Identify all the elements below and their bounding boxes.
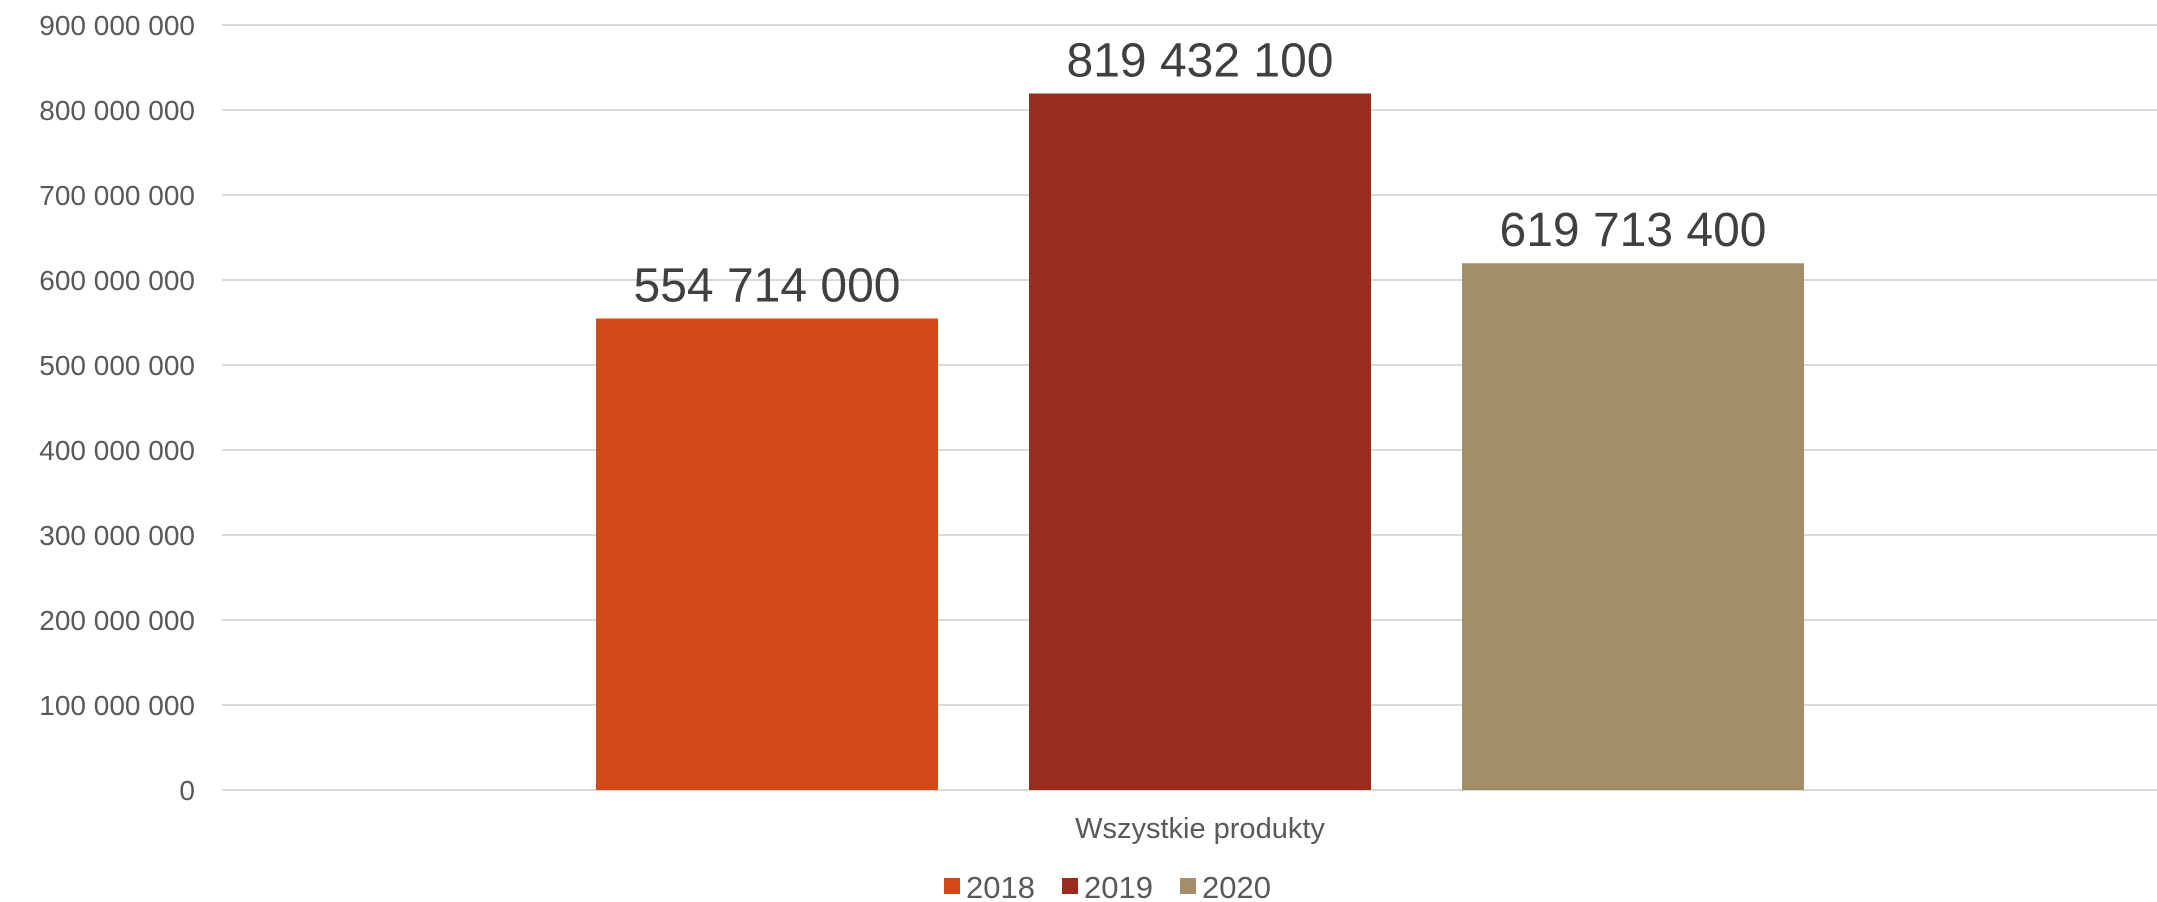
legend-swatch xyxy=(1062,878,1078,894)
y-tick-label: 0 xyxy=(179,775,195,806)
y-tick-label: 800 000 000 xyxy=(39,95,195,126)
bar-2020 xyxy=(1462,263,1804,790)
data-label-2020: 619 713 400 xyxy=(1500,204,1767,257)
y-tick-label: 700 000 000 xyxy=(39,180,195,211)
data-labels: 554 714 000 819 432 100 619 713 400 xyxy=(634,34,1767,312)
x-axis-category-labels: Wszystkie produkty xyxy=(1075,813,1325,845)
y-tick-label: 900 000 000 xyxy=(39,10,195,41)
y-tick-label: 400 000 000 xyxy=(39,435,195,466)
legend-item-2020: 2020 xyxy=(1180,870,1271,902)
legend-item-2019: 2019 xyxy=(1062,870,1153,902)
y-tick-label: 300 000 000 xyxy=(39,520,195,551)
legend-label: 2018 xyxy=(966,870,1035,902)
category-label: Wszystkie produkty xyxy=(1075,813,1325,845)
legend-swatch xyxy=(1180,878,1196,894)
y-tick-label: 600 000 000 xyxy=(39,265,195,296)
legend: 2018 2019 2020 xyxy=(944,870,1271,902)
legend-item-2018: 2018 xyxy=(944,870,1035,902)
y-tick-label: 100 000 000 xyxy=(39,690,195,721)
bar-2018 xyxy=(596,318,938,790)
bars xyxy=(596,93,1804,790)
data-label-2019: 819 432 100 xyxy=(1067,34,1334,87)
legend-label: 2019 xyxy=(1084,870,1153,902)
y-tick-label: 500 000 000 xyxy=(39,350,195,381)
data-label-2018: 554 714 000 xyxy=(634,259,901,312)
legend-swatch xyxy=(944,878,960,894)
bar-2019 xyxy=(1029,93,1371,790)
y-axis-tick-labels: 0 100 000 000 200 000 000 300 000 000 400 00… xyxy=(39,10,195,806)
y-tick-label: 200 000 000 xyxy=(39,605,195,636)
legend-label: 2020 xyxy=(1202,870,1271,902)
